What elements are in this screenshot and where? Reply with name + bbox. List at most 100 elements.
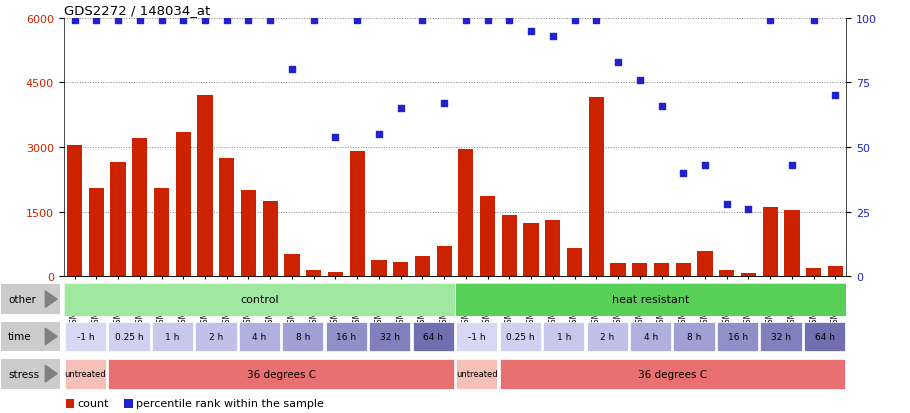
Point <box>241 18 256 24</box>
Point <box>155 18 169 24</box>
Text: 32 h: 32 h <box>771 332 791 341</box>
Point <box>828 93 843 99</box>
Bar <box>64 283 455 316</box>
Bar <box>132 139 147 277</box>
Point <box>459 18 473 24</box>
Bar <box>328 273 343 277</box>
Bar <box>761 322 802 351</box>
Point <box>219 18 234 24</box>
Bar <box>500 359 845 389</box>
Bar <box>673 322 714 351</box>
Text: -1 h: -1 h <box>76 332 95 341</box>
Text: 36 degrees C: 36 degrees C <box>638 369 707 379</box>
Point <box>784 162 799 169</box>
Point <box>371 131 386 138</box>
Bar <box>284 254 299 277</box>
Text: stress: stress <box>8 369 39 379</box>
Bar <box>717 322 758 351</box>
Point <box>415 18 430 24</box>
Bar <box>763 207 778 277</box>
Text: 32 h: 32 h <box>379 332 399 341</box>
Bar <box>632 263 647 277</box>
Bar <box>500 322 541 351</box>
Bar <box>806 269 822 277</box>
Text: 36 degrees C: 36 degrees C <box>247 369 316 379</box>
Point <box>393 106 408 112</box>
Bar <box>110 163 126 277</box>
Bar <box>125 399 133 408</box>
Bar <box>65 359 106 389</box>
Point <box>263 18 278 24</box>
Text: 64 h: 64 h <box>814 332 834 341</box>
Text: 4 h: 4 h <box>252 332 267 341</box>
Bar <box>675 263 691 277</box>
Point <box>133 18 147 24</box>
Bar <box>412 322 454 351</box>
Bar <box>459 150 473 277</box>
Point <box>502 18 517 24</box>
Point <box>720 201 734 208</box>
Bar <box>523 224 539 277</box>
Text: count: count <box>77 398 109 408</box>
Bar <box>654 263 669 277</box>
Polygon shape <box>46 328 57 345</box>
Text: 16 h: 16 h <box>336 332 357 341</box>
Bar <box>480 196 495 277</box>
Text: 0.25 h: 0.25 h <box>506 332 534 341</box>
Bar <box>282 322 323 351</box>
Text: 0.25 h: 0.25 h <box>115 332 143 341</box>
Bar <box>501 215 517 277</box>
Bar <box>587 322 628 351</box>
Point <box>437 100 451 107</box>
Bar <box>241 191 256 277</box>
Bar <box>176 133 191 277</box>
Text: 2 h: 2 h <box>600 332 614 341</box>
Bar <box>152 322 193 351</box>
Text: control: control <box>240 294 278 304</box>
Point <box>589 18 603 24</box>
Point <box>524 28 539 35</box>
Bar <box>456 322 498 351</box>
Bar <box>64 283 455 316</box>
Bar <box>784 211 800 277</box>
Bar <box>545 221 561 277</box>
Text: 2 h: 2 h <box>208 332 223 341</box>
Point <box>329 134 343 140</box>
Point <box>698 162 713 169</box>
Bar <box>88 188 104 277</box>
Bar <box>197 96 213 277</box>
Bar <box>393 263 409 277</box>
Bar <box>371 260 387 277</box>
Text: 64 h: 64 h <box>423 332 443 341</box>
Bar <box>66 399 75 408</box>
Polygon shape <box>46 291 57 308</box>
Text: untreated: untreated <box>65 369 106 378</box>
Bar <box>741 273 756 277</box>
Bar <box>108 322 149 351</box>
Point <box>654 103 669 109</box>
Text: 1 h: 1 h <box>557 332 571 341</box>
Point <box>676 170 691 177</box>
Bar <box>567 248 582 277</box>
Point <box>111 18 126 24</box>
Text: 4 h: 4 h <box>643 332 658 341</box>
Text: untreated: untreated <box>456 369 498 378</box>
Bar <box>611 263 626 277</box>
Bar <box>630 322 672 351</box>
Bar <box>589 98 604 277</box>
Text: 8 h: 8 h <box>296 332 310 341</box>
Point <box>611 59 625 66</box>
Point <box>89 18 104 24</box>
Bar <box>719 270 734 277</box>
Point <box>285 67 299 74</box>
Bar <box>828 267 843 277</box>
Bar <box>108 359 454 389</box>
Point <box>763 18 777 24</box>
Bar <box>263 202 278 277</box>
Bar <box>456 359 498 389</box>
Point <box>741 206 755 213</box>
Point <box>632 77 647 84</box>
Bar <box>543 322 584 351</box>
Bar <box>196 322 237 351</box>
Bar <box>697 252 713 277</box>
